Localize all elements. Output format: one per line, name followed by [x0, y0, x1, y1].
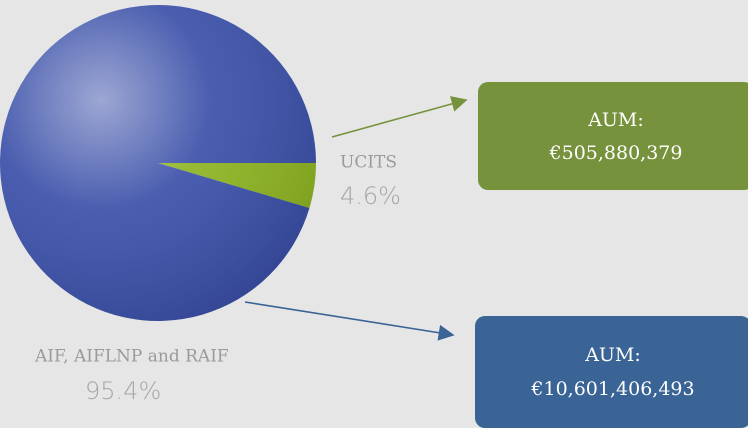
aum-title: AUM: — [584, 344, 641, 366]
aum-value: €10,601,406,493 — [530, 378, 694, 400]
arrow — [244, 301, 455, 341]
slice-value-label: 4.6% — [340, 182, 401, 210]
aum-value: €505,880,379 — [549, 142, 683, 164]
aum-box — [475, 316, 748, 428]
aum-title: AUM: — [587, 109, 644, 131]
aum-box — [478, 82, 748, 190]
pie — [0, 5, 317, 322]
slice-value-label: 95.4% — [85, 377, 161, 405]
slice-label: AIF, AIFLNP and RAIF — [34, 347, 229, 367]
arrow — [331, 96, 468, 138]
slice-label: UCITS — [340, 153, 397, 173]
